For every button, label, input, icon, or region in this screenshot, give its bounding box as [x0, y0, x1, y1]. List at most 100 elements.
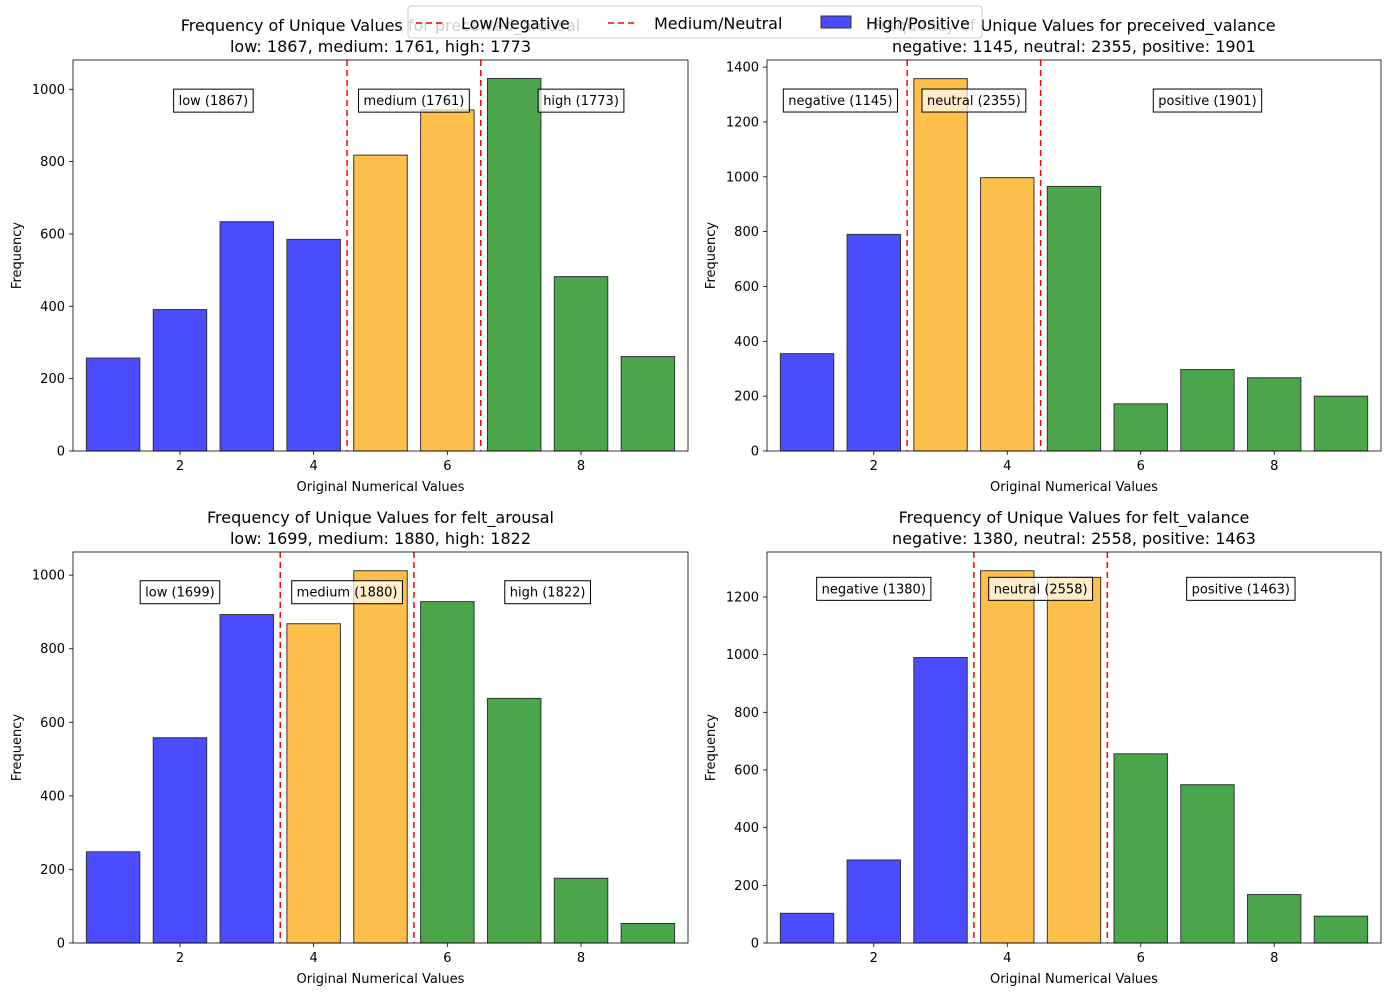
y-tick-label: 1400 [726, 61, 759, 76]
x-tick-label: 8 [1270, 951, 1278, 966]
annotation-box [291, 580, 403, 605]
bar-8 [553, 877, 609, 944]
bar-8 [1247, 894, 1302, 944]
annotation-text: neutral (2558) [994, 582, 1088, 597]
annotation-3: high (1822) [504, 580, 591, 605]
y-tick-label: 400 [40, 300, 65, 315]
x-tick-label: 8 [577, 951, 585, 966]
y-tick-label: 600 [734, 280, 759, 295]
legend: Low/Negative Medium/Neutral High/Positiv… [407, 5, 983, 39]
chart-title: Frequency of Unique Values for felt_arou… [207, 508, 554, 528]
annotation-text: negative (1380) [822, 582, 926, 597]
bar-9 [1313, 395, 1369, 452]
legend-frame [407, 5, 983, 39]
bar-1 [85, 851, 141, 944]
annotation-box [173, 88, 254, 113]
annotation-box [1152, 88, 1263, 113]
x-tick-label: 4 [1003, 951, 1011, 966]
annotation-1: negative (1380) [816, 576, 932, 601]
annotation-text: neutral (2355) [927, 94, 1021, 109]
bar-5 [353, 570, 408, 944]
axes-frame [766, 551, 1382, 944]
bar-7 [1180, 784, 1235, 944]
annotation-1: low (1867) [173, 88, 254, 113]
annotation-1: low (1699) [139, 580, 221, 605]
bar-6 [1113, 753, 1168, 944]
x-tick-label: 2 [176, 459, 184, 474]
bar-9 [620, 356, 676, 452]
y-tick-label: 600 [40, 716, 65, 731]
annotation-2: medium (1761) [358, 88, 470, 113]
y-tick-label: 0 [57, 937, 65, 952]
legend-swatch-high [820, 15, 852, 29]
y-tick-label: 200 [40, 863, 65, 878]
y-tick-label: 800 [734, 225, 759, 240]
x-tick-label: 4 [310, 459, 318, 474]
bar-2 [846, 859, 901, 944]
y-axis-label: Frequency [10, 714, 25, 781]
x-axis-label: Original Numerical Values [297, 480, 465, 495]
subplot-3: 2 4 6 8 0 200 400 600 800 1000 Original Numerical … [10, 508, 689, 987]
bar-2 [152, 737, 208, 944]
y-axis-label: Frequency [704, 222, 719, 289]
bar-4 [980, 570, 1035, 944]
subplot-4: 2 4 6 8 0 200 400 600 800 1000 1200 Original Numeri… [704, 508, 1382, 987]
bar-3 [913, 78, 968, 452]
x-tick-label: 6 [1137, 459, 1145, 474]
y-tick-label: 1200 [726, 590, 759, 605]
bar-5 [1046, 185, 1102, 452]
axes-frame [72, 551, 689, 944]
annotation-3: high (1773) [537, 88, 625, 113]
bar-4 [980, 177, 1035, 452]
bar-2 [152, 309, 208, 452]
annotation-box [816, 576, 932, 601]
y-tick-label: 400 [40, 789, 65, 804]
annotation-3: positive (1901) [1152, 88, 1263, 113]
bar-1 [779, 912, 835, 944]
y-tick-label: 200 [734, 390, 759, 405]
chart-subtitle: negative: 1380, neutral: 2558, positive:… [892, 529, 1256, 548]
bar-3 [219, 221, 275, 452]
y-axis-label: Frequency [704, 714, 719, 781]
y-tick-label: 1000 [726, 648, 759, 663]
bar-4 [286, 623, 341, 944]
annotation-text: medium (1761) [364, 94, 465, 109]
subplot-2: 2 4 6 8 0 200 400 600 800 1000 1200 1400 Original Nu… [704, 16, 1382, 495]
y-tick-label: 800 [40, 642, 65, 657]
annotation-text: high (1773) [543, 94, 619, 109]
bar-1 [85, 357, 141, 452]
bar-6 [420, 601, 475, 944]
chart-subtitle: low: 1699, medium: 1880, high: 1822 [230, 529, 531, 548]
bar-3 [913, 657, 968, 944]
legend-label-low: Low/Negative [461, 14, 570, 33]
bar-9 [1313, 915, 1369, 944]
y-tick-label: 200 [40, 372, 65, 387]
annotation-text: low (1867) [179, 94, 249, 109]
bar-8 [1247, 377, 1302, 452]
annotation-text: positive (1901) [1158, 94, 1256, 109]
chart-subtitle: low: 1867, medium: 1761, high: 1773 [230, 37, 531, 56]
x-tick-label: 8 [577, 459, 585, 474]
x-tick-label: 6 [1137, 951, 1145, 966]
y-tick-label: 800 [734, 706, 759, 721]
bar-7 [486, 697, 542, 944]
bar-1 [779, 353, 835, 452]
y-tick-label: 1000 [726, 170, 759, 185]
bar-5 [1046, 576, 1102, 944]
x-axis-label: Original Numerical Values [990, 480, 1158, 495]
y-tick-label: 600 [40, 227, 65, 242]
bar-3 [219, 614, 275, 944]
legend-label-medium: Medium/Neutral [654, 14, 782, 33]
annotation-text: negative (1145) [788, 94, 892, 109]
x-tick-label: 2 [870, 951, 878, 966]
y-tick-label: 0 [57, 445, 65, 460]
annotation-3: positive (1463) [1186, 576, 1296, 601]
annotation-box [782, 88, 899, 113]
x-tick-label: 4 [1003, 459, 1011, 474]
x-tick-label: 8 [1270, 459, 1278, 474]
y-tick-label: 0 [751, 937, 759, 952]
bar-6 [1113, 403, 1168, 452]
annotation-box [1186, 576, 1296, 601]
chart-title: Frequency of Unique Values for felt_vala… [899, 508, 1250, 528]
